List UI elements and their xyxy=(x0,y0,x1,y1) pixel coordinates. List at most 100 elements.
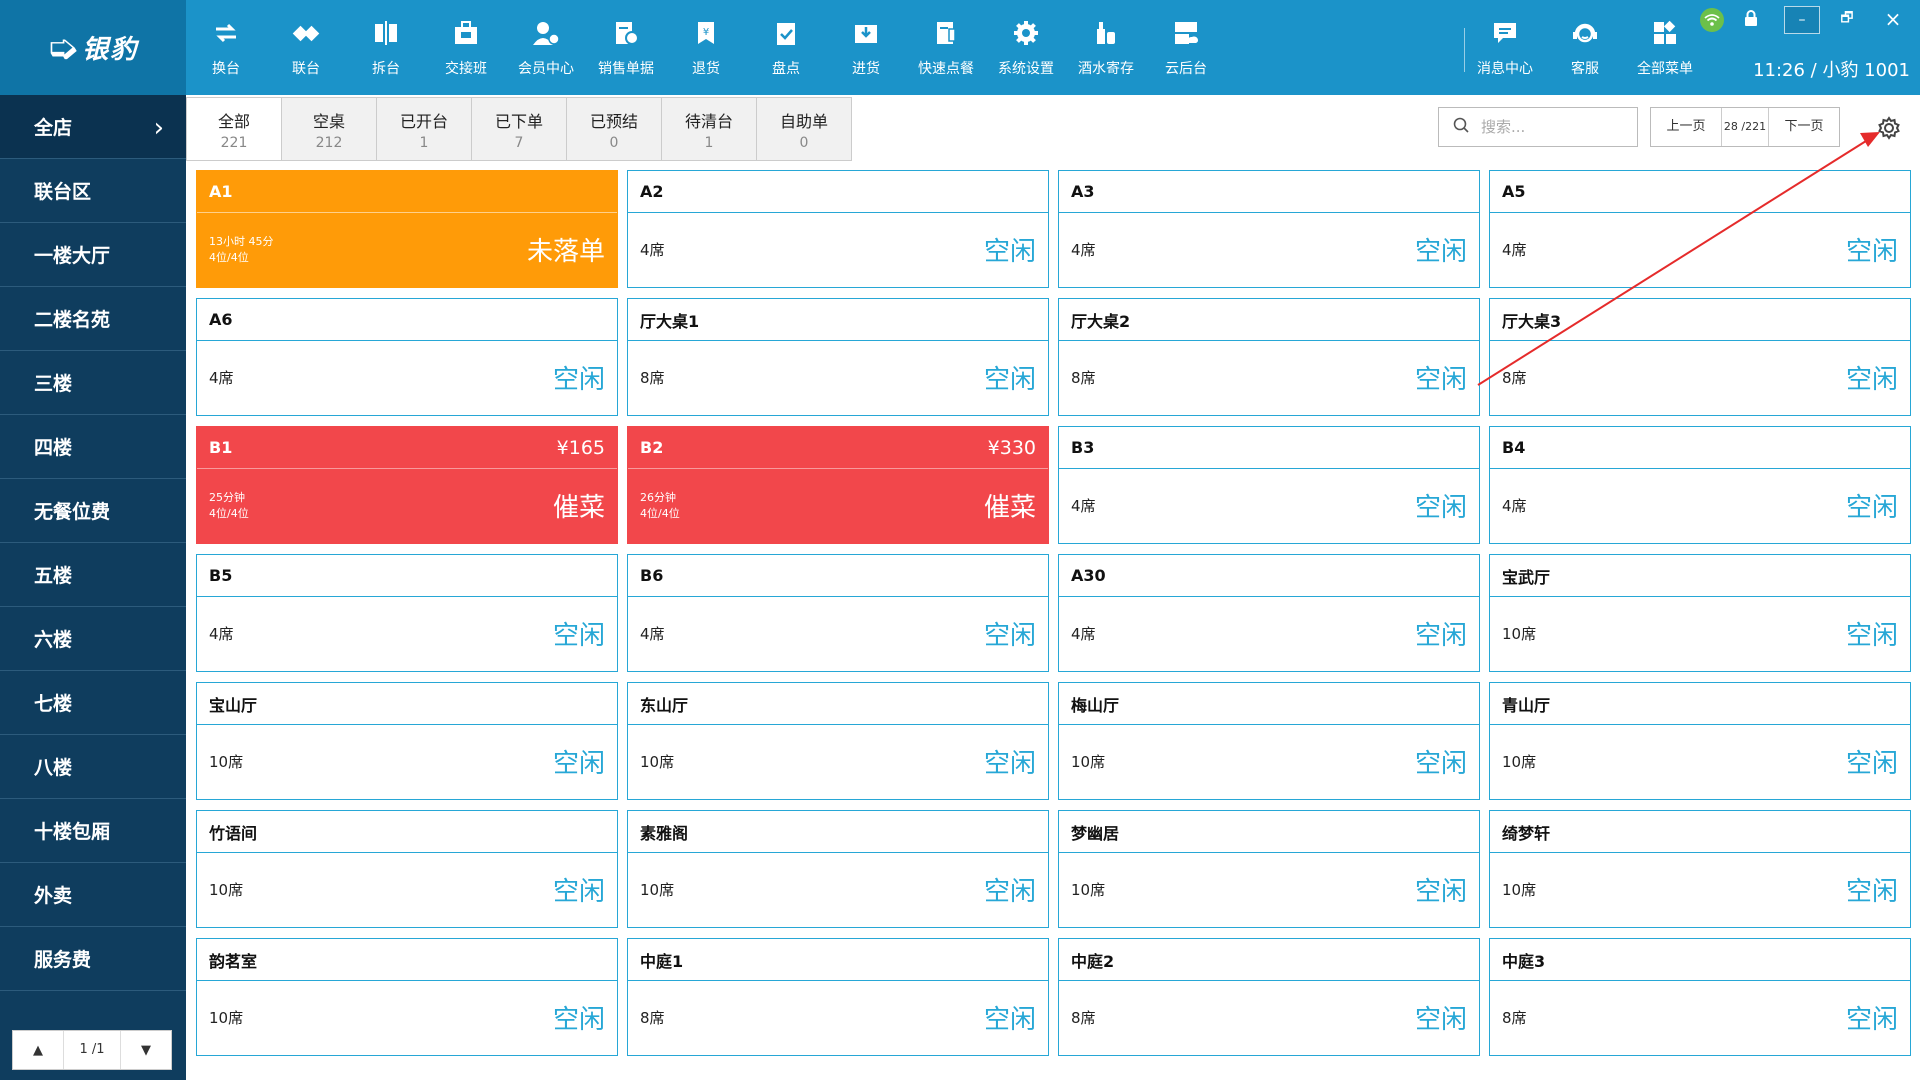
search-box[interactable] xyxy=(1438,107,1638,147)
filter-tab[interactable]: 自助单 0 xyxy=(756,98,851,160)
table-card[interactable]: 中庭2 8席 空闲 xyxy=(1058,938,1480,1056)
purchase-icon xyxy=(851,18,881,48)
table-card[interactable]: 中庭3 8席 空闲 xyxy=(1489,938,1911,1056)
sidebar-area-item[interactable]: 服务费 xyxy=(0,927,186,991)
sidebar-area-item[interactable]: 三楼 xyxy=(0,351,186,415)
table-card[interactable]: A2 4席 空闲 xyxy=(627,170,1049,288)
table-card-header: A30 xyxy=(1059,555,1479,597)
search-input[interactable] xyxy=(1479,117,1623,137)
filter-tab[interactable]: 已预结 0 xyxy=(566,98,661,160)
toolbar-button-link-table[interactable]: 联台 xyxy=(266,0,346,95)
table-name: 中庭2 xyxy=(1071,948,1114,972)
sidebar-page-up-button[interactable]: ▲ xyxy=(13,1031,63,1069)
table-card[interactable]: 宝武厅 10席 空闲 xyxy=(1489,554,1911,672)
table-card-header: 梦幽居 xyxy=(1059,811,1479,853)
table-card[interactable]: B1 ¥165 25分钟 4位/4位 催菜 xyxy=(196,426,618,544)
toolbar-button-drink-storage[interactable]: 酒水寄存 xyxy=(1066,0,1146,95)
toolbar-button-sales-doc[interactable]: 销售单据 xyxy=(586,0,666,95)
toolbar-button-support[interactable]: 客服 xyxy=(1545,0,1625,95)
table-card[interactable]: B5 4席 空闲 xyxy=(196,554,618,672)
sidebar-area-item[interactable]: 十楼包厢 xyxy=(0,799,186,863)
sidebar-area-item[interactable]: 五楼 xyxy=(0,543,186,607)
table-card-body: 10席 空闲 xyxy=(1059,853,1479,927)
toolbar-button-split-table[interactable]: 拆台 xyxy=(346,0,426,95)
toolbar-button-label: 快速点餐 xyxy=(918,58,974,78)
support-icon xyxy=(1570,18,1600,48)
sidebar-area-item[interactable]: 一楼大厅 xyxy=(0,223,186,287)
filter-tab[interactable]: 待清台 1 xyxy=(661,98,756,160)
table-name: B4 xyxy=(1502,438,1525,457)
table-card[interactable]: B6 4席 空闲 xyxy=(627,554,1049,672)
table-card[interactable]: 中庭1 8席 空闲 xyxy=(627,938,1049,1056)
toolbar-button-member[interactable]: 会员中心 xyxy=(506,0,586,95)
sidebar-area-item[interactable]: 二楼名苑 xyxy=(0,287,186,351)
next-page-button[interactable]: 下一页 xyxy=(1769,108,1839,146)
toolbar-button-label: 拆台 xyxy=(372,58,400,78)
table-card[interactable]: 厅大桌2 8席 空闲 xyxy=(1058,298,1480,416)
table-status: 空闲 xyxy=(1846,231,1898,268)
toolbar-button-message[interactable]: 消息中心 xyxy=(1465,0,1545,95)
table-card[interactable]: 青山厅 10席 空闲 xyxy=(1489,682,1911,800)
sidebar-area-item[interactable]: 七楼 xyxy=(0,671,186,735)
table-seats: 10席 xyxy=(209,882,243,898)
table-name: 绮梦轩 xyxy=(1502,820,1550,844)
table-card-header: 中庭1 xyxy=(628,939,1048,981)
prev-page-button[interactable]: 上一页 xyxy=(1651,108,1721,146)
table-card[interactable]: A30 4席 空闲 xyxy=(1058,554,1480,672)
sidebar-area-item[interactable]: 联台区 xyxy=(0,159,186,223)
table-card[interactable]: 竹语间 10席 空闲 xyxy=(196,810,618,928)
table-card[interactable]: B4 4席 空闲 xyxy=(1489,426,1911,544)
close-button[interactable]: × xyxy=(1876,6,1910,32)
toolbar-button-inventory[interactable]: 盘点 xyxy=(746,0,826,95)
sidebar-area-item[interactable]: 外卖 xyxy=(0,863,186,927)
table-card[interactable]: A3 4席 空闲 xyxy=(1058,170,1480,288)
toolbar-button-return[interactable]: ¥ 退货 xyxy=(666,0,746,95)
table-card[interactable]: B3 4席 空闲 xyxy=(1058,426,1480,544)
toolbar-button-handover[interactable]: 交接班 xyxy=(426,0,506,95)
table-status: 空闲 xyxy=(1415,359,1467,396)
filter-tab-label: 已预结 xyxy=(590,108,638,132)
gear-icon[interactable] xyxy=(1876,115,1902,141)
toolbar-button-swap-table[interactable]: 换台 xyxy=(186,0,266,95)
sidebar-area-item[interactable]: 四楼 xyxy=(0,415,186,479)
table-card[interactable]: A1 13小时 45分 4位/4位 未落单 xyxy=(196,170,618,288)
toolbar-button-quick-order[interactable]: 快速点餐 xyxy=(906,0,986,95)
table-card[interactable]: A6 4席 空闲 xyxy=(196,298,618,416)
sidebar-area-item[interactable]: 六楼 xyxy=(0,607,186,671)
table-card[interactable]: 东山厅 10席 空闲 xyxy=(627,682,1049,800)
lock-icon[interactable] xyxy=(1744,10,1758,30)
table-card[interactable]: 梦幽居 10席 空闲 xyxy=(1058,810,1480,928)
table-card-header: 素雅阁 xyxy=(628,811,1048,853)
sidebar-page-down-button[interactable]: ▼ xyxy=(121,1031,171,1069)
table-card[interactable]: B2 ¥330 26分钟 4位/4位 催菜 xyxy=(627,426,1049,544)
filter-tab[interactable]: 全部 221 xyxy=(186,98,281,160)
table-card[interactable]: 素雅阁 10席 空闲 xyxy=(627,810,1049,928)
toolbar-button-cloud-backend[interactable]: 云后台 xyxy=(1146,0,1226,95)
table-card[interactable]: 宝山厅 10席 空闲 xyxy=(196,682,618,800)
table-name: 青山厅 xyxy=(1502,692,1550,716)
filter-tab[interactable]: 已开台 1 xyxy=(376,98,471,160)
split-table-icon xyxy=(371,18,401,48)
table-card-header: 青山厅 xyxy=(1490,683,1910,725)
toolbar-button-purchase[interactable]: 进货 xyxy=(826,0,906,95)
table-card[interactable]: 韵茗室 10席 空闲 xyxy=(196,938,618,1056)
table-card[interactable]: A5 4席 空闲 xyxy=(1489,170,1911,288)
return-icon: ¥ xyxy=(691,18,721,48)
table-seats: 10席 xyxy=(209,1010,243,1026)
sidebar-area-item[interactable]: 无餐位费 xyxy=(0,479,186,543)
table-card-header: 中庭2 xyxy=(1059,939,1479,981)
sidebar-area-item[interactable]: 八楼 xyxy=(0,735,186,799)
restore-button[interactable]: 🗗 xyxy=(1830,6,1864,32)
table-name: B2 xyxy=(640,438,663,457)
table-card[interactable]: 绮梦轩 10席 空闲 xyxy=(1489,810,1911,928)
sidebar-area-item[interactable]: 全店 › xyxy=(0,95,186,159)
minimize-button[interactable]: – xyxy=(1784,6,1820,34)
filter-tab[interactable]: 空桌 212 xyxy=(281,98,376,160)
toolbar-button-settings[interactable]: 系统设置 xyxy=(986,0,1066,95)
table-card[interactable]: 厅大桌1 8席 空闲 xyxy=(627,298,1049,416)
filter-tab[interactable]: 已下单 7 xyxy=(471,98,566,160)
table-card[interactable]: 梅山厅 10席 空闲 xyxy=(1058,682,1480,800)
chevron-right-icon: › xyxy=(154,113,164,143)
table-status: 空闲 xyxy=(984,359,1036,396)
table-card[interactable]: 厅大桌3 8席 空闲 xyxy=(1489,298,1911,416)
